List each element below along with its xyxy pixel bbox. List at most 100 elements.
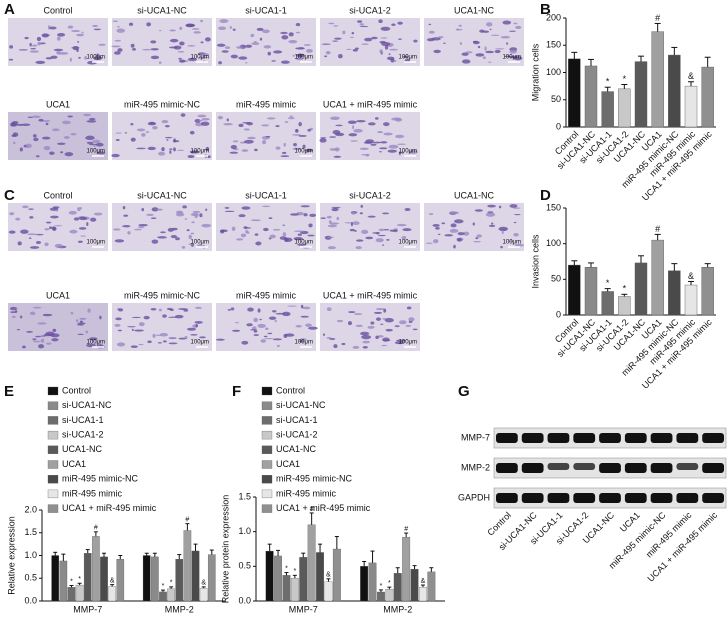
blot-band [650,463,673,473]
cell [9,212,15,216]
cell [188,243,193,246]
legend-swatch [261,504,273,513]
cell [79,207,82,210]
cell [33,340,41,343]
bar [584,267,598,316]
legend-label: si-UCA1-2 [62,429,104,439]
cell [281,35,289,40]
y-tick-label: 1.5 [24,527,37,537]
cell [10,311,18,313]
cell [169,150,172,154]
cell [29,246,40,249]
cell [38,344,45,349]
cell [114,239,125,243]
significance-marker: * [78,576,81,583]
cell [359,23,364,26]
cell [257,323,266,329]
cell [361,229,369,234]
cell [335,124,343,127]
cell [262,29,270,34]
bar [368,562,377,602]
bar [668,54,681,128]
bar [175,558,184,602]
cell [131,328,134,332]
blot-band [702,433,724,443]
cell [187,154,195,159]
image-label: UCA1-NC [454,5,495,15]
x-tick-label: MMP-2 [165,604,194,614]
legend-swatch [47,416,59,425]
cell [428,23,432,26]
cell [293,142,297,147]
legend-label: miR-495 mimic-NC [62,474,138,484]
cell [29,50,39,53]
cell [350,222,353,227]
cell [352,125,355,130]
cell [282,232,287,237]
micrograph [8,112,108,160]
micrograph [8,303,108,351]
cell [45,122,49,126]
cell [67,25,74,29]
cell [382,212,390,215]
cell [408,317,415,322]
significance-marker: * [388,580,391,587]
cell [472,222,476,226]
cell [383,132,393,136]
cell [353,128,363,133]
cell [454,219,464,224]
cell [319,138,327,143]
cell [116,28,125,33]
cell [380,323,384,325]
bar [684,284,698,316]
cell [394,341,405,345]
scale-label: 100μm [191,55,209,61]
cell [151,239,159,244]
bar [584,65,598,128]
cell [131,316,141,319]
image-label: si-UCA1-2 [349,190,391,200]
cell [117,329,122,332]
legend-label: UCA1-NC [276,444,317,454]
cell [60,151,64,154]
cell [150,217,157,220]
cell [263,45,272,49]
cell [461,52,469,56]
cell [307,326,318,330]
cell [73,217,80,221]
cell [79,320,83,324]
cell [28,208,34,210]
bar [701,66,714,128]
cell [269,234,276,239]
cell [51,226,56,231]
cell [253,317,258,323]
cell [287,117,295,120]
bar [51,555,60,602]
cell [272,228,281,231]
bar [282,575,291,602]
cell [92,25,99,27]
cell [359,212,363,215]
cell [16,329,21,331]
blot-band [650,433,673,443]
scale-label: 100μm [503,55,521,61]
cell [54,225,63,227]
image-bg [424,203,524,251]
scale-label: 100μm [399,149,417,155]
bar [59,560,68,602]
cell [360,204,364,208]
cell [375,238,384,243]
cell [391,23,396,26]
cell [253,334,259,337]
cell [271,60,276,62]
bar [601,291,614,316]
significance-marker: * [170,580,173,587]
cell [238,123,244,128]
cell [37,41,41,46]
cell [292,134,302,136]
cell [198,119,204,122]
cell [25,143,32,149]
y-tick-label: 50 [551,274,561,284]
y-axis-label: Migration cells [530,43,540,101]
cell [40,338,45,343]
